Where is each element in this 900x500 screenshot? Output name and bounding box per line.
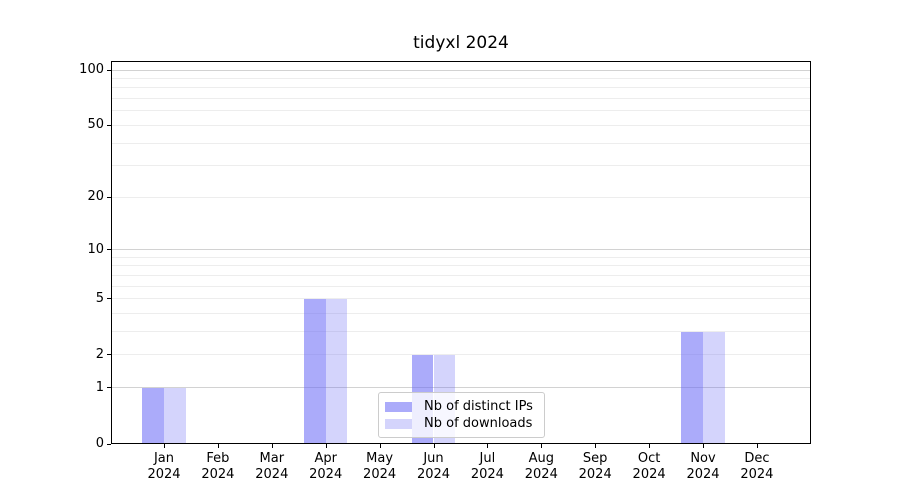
x-axis-tick [649,444,651,448]
x-axis-tick [487,444,489,448]
x-axis-tick [271,444,273,448]
y-axis-label: 1 [95,379,104,395]
x-axis-tick [703,444,704,448]
month-label: Mar [259,451,285,466]
year-label: 2024 [524,467,558,482]
legend-item-distinct-ips: Nb of distinct IPs [385,398,538,415]
legend-label-distinct-ips: Nb of distinct IPs [424,399,533,414]
legend-item-downloads: Nb of downloads [385,415,538,432]
minor-gridline [111,265,811,267]
y-axis-label: 20 [87,189,104,205]
month-label: Feb [206,451,230,466]
x-axis-label: Nov 2024 [675,451,731,483]
minor-gridline [111,298,811,300]
legend: Nb of distinct IPs Nb of downloads [378,392,545,438]
bar-distinct-ips [304,298,326,444]
y-axis-label: 100 [79,62,104,78]
x-axis-tick [433,444,435,448]
year-label: 2024 [632,467,666,482]
legend-swatch-downloads [385,418,412,429]
x-axis-label: Dec 2024 [729,451,785,483]
y-axis-label: 0 [95,436,104,451]
y-axis-label: 50 [87,117,104,133]
year-label: 2024 [578,467,612,482]
x-axis-label: Feb 2024 [190,451,246,483]
x-axis-tick [217,444,219,448]
month-label: Jun [423,451,444,466]
minor-gridline [111,275,811,277]
year-label: 2024 [686,467,720,482]
y-axis-tick [107,249,111,251]
year-label: 2024 [470,467,504,482]
x-axis-label: Apr 2024 [298,451,354,483]
minor-gridline [111,110,811,112]
minor-gridline [111,124,811,126]
y-axis-tick [107,298,111,300]
month-label: Oct [637,451,661,466]
month-label: Sep [582,451,608,466]
chart-title: tidyxl 2024 [413,33,509,53]
y-axis-tick [107,124,111,126]
legend-label-downloads: Nb of downloads [424,416,533,431]
x-axis-label: Oct 2024 [621,451,677,483]
x-axis-tick [379,444,381,448]
minor-gridline [111,285,811,287]
minor-gridline [111,313,811,315]
month-label: Nov [690,451,716,466]
x-axis-label: Mar 2024 [244,451,300,483]
month-label: Jan [153,451,175,466]
bar-downloads [325,298,348,444]
x-axis-label: Aug 2024 [513,451,569,483]
year-label: 2024 [416,467,451,482]
y-axis-tick [107,196,111,198]
year-label: 2024 [740,467,774,482]
minor-gridline [111,354,811,356]
y-axis-tick [107,443,111,445]
year-label: 2024 [147,467,181,482]
x-axis-label: Jan 2024 [136,451,192,483]
month-label: Aug [528,451,554,466]
bar-distinct-ips [681,331,703,444]
x-axis-tick [164,444,165,448]
x-axis-label: Sep 2024 [567,451,623,483]
month-label: May [366,451,394,466]
minor-gridline [111,98,811,100]
x-axis-label: Jul 2024 [459,451,515,483]
y-axis-label: 5 [95,290,104,306]
bar-downloads [703,331,725,444]
y-axis-label: 2 [95,346,104,362]
minor-gridline [111,142,811,144]
year-label: 2024 [255,467,289,482]
month-label: Jul [479,451,496,466]
y-axis-tick [107,69,111,71]
x-axis-tick [756,444,758,448]
y-axis-label: 10 [87,241,104,257]
x-axis-tick [541,444,543,448]
minor-gridline [111,87,811,89]
x-axis-label: Jun 2024 [406,451,462,483]
x-axis-tick [595,444,597,448]
minor-gridline [111,165,811,167]
legend-swatch-distinct-ips [385,401,412,412]
y-axis-tick [107,354,111,356]
minor-gridline [111,256,811,258]
y-axis-tick [107,387,111,389]
x-axis-tick [325,444,327,448]
month-label: Dec [744,451,770,466]
x-axis-label: May 2024 [352,451,408,483]
minor-gridline [111,196,811,198]
year-label: 2024 [363,467,397,482]
major-gridline [111,249,811,251]
bar-distinct-ips [142,387,164,444]
year-label: 2024 [309,467,343,482]
year-label: 2024 [201,467,235,482]
month-label: Apr [314,451,337,466]
minor-gridline [111,331,811,333]
minor-gridline [111,78,811,80]
bar-downloads [164,387,186,444]
major-gridline [111,387,811,389]
major-gridline [111,69,811,71]
